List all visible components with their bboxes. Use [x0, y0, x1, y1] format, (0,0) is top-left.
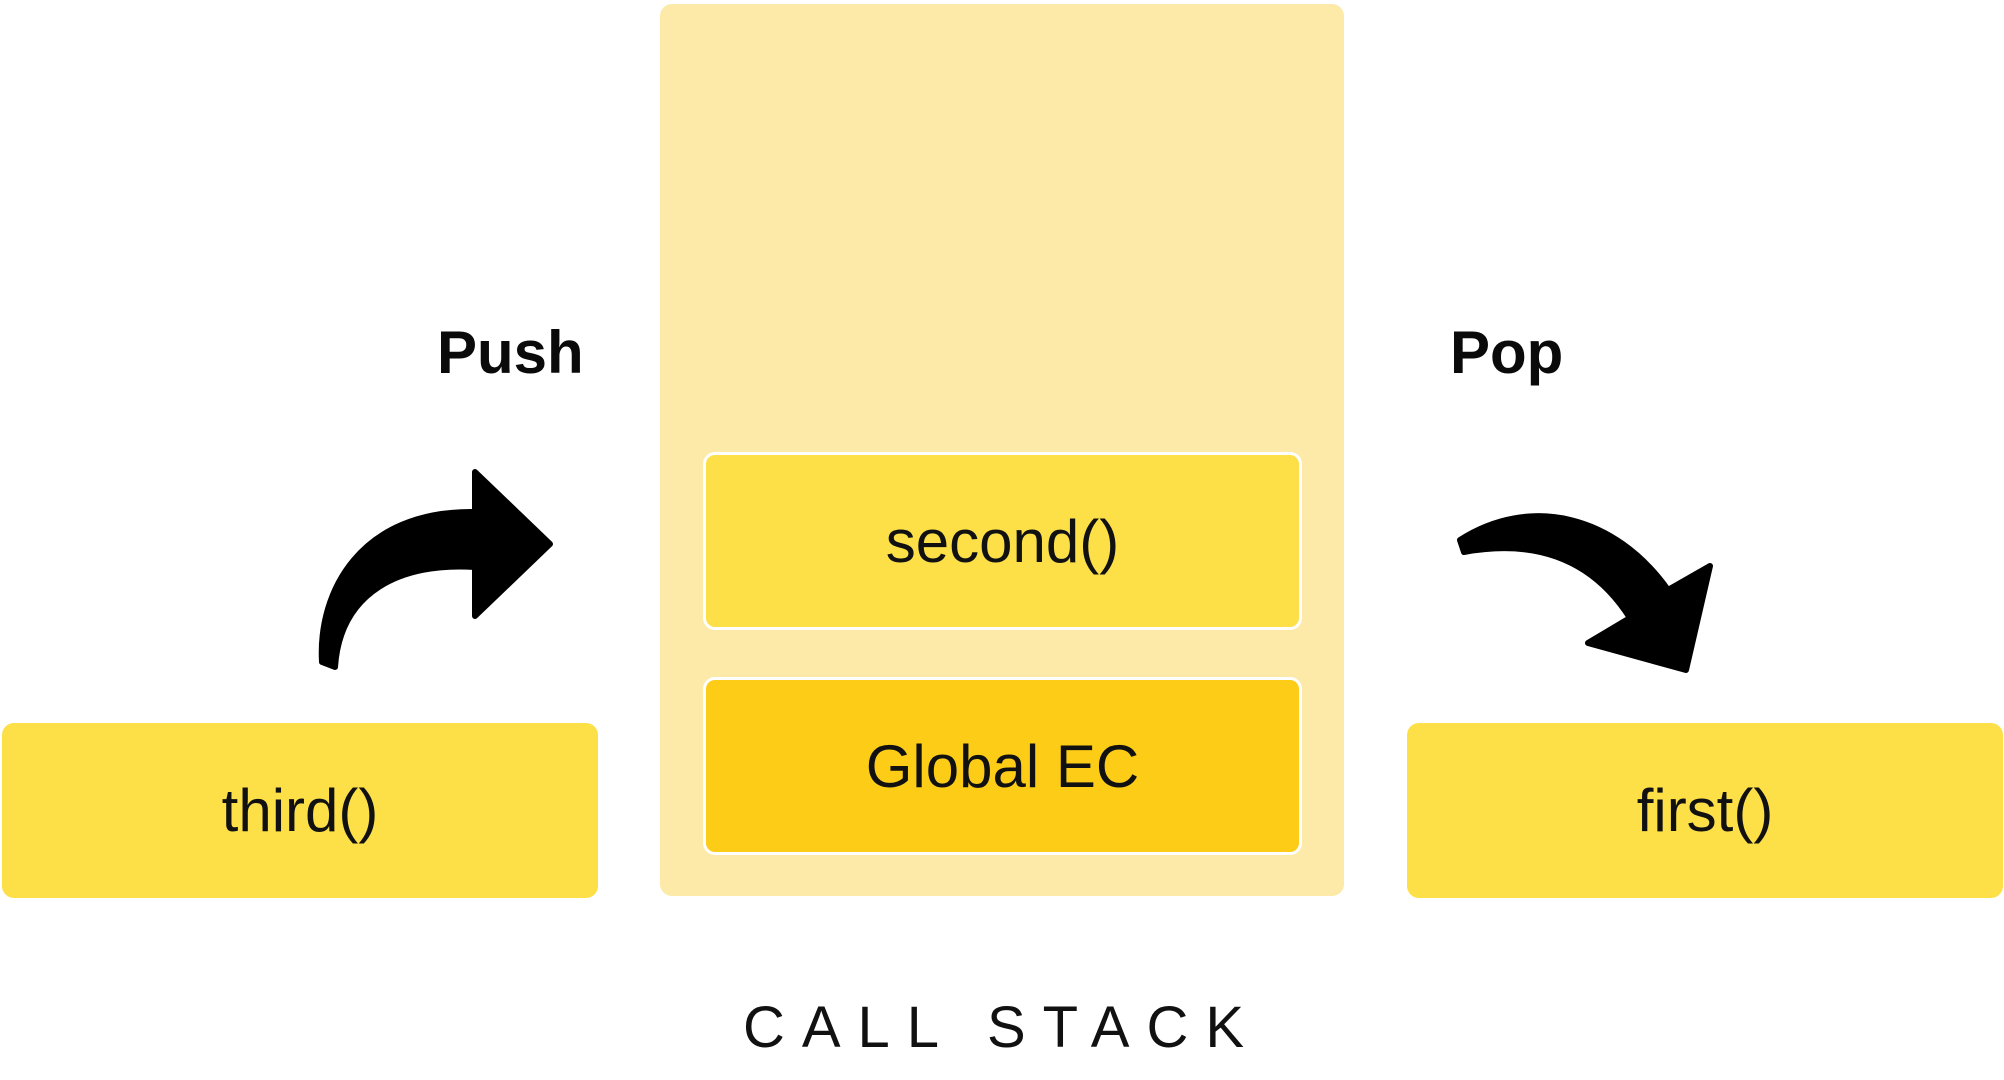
curved-arrow-down-right-icon	[1457, 513, 1713, 673]
stack-frame-global-ec: Global EC	[703, 677, 1302, 855]
stack-frame-second: second()	[703, 452, 1302, 630]
outgoing-frame-first: first()	[1407, 723, 2003, 898]
incoming-frame-third: third()	[2, 723, 598, 898]
stack-frame-label: Global EC	[865, 732, 1140, 800]
outgoing-frame-label: first()	[1636, 777, 1774, 844]
call-stack-caption: CALL STACK	[742, 995, 1262, 1060]
push-label: Push	[437, 319, 584, 386]
incoming-frame-label: third()	[221, 777, 379, 844]
stack-frame-label: second()	[885, 507, 1120, 575]
call-stack-container: second() Global EC	[660, 4, 1344, 896]
curved-arrow-right-icon	[318, 469, 553, 670]
pop-label: Pop	[1450, 319, 1564, 386]
